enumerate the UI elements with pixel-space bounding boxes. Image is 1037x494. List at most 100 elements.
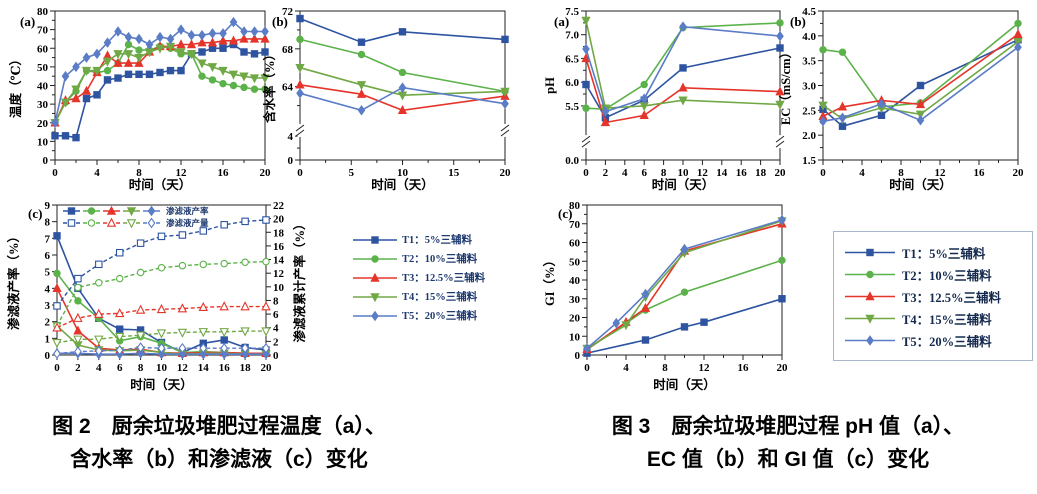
svg-text:10: 10 [37,136,49,148]
svg-text:10: 10 [397,167,409,179]
svg-text:60: 60 [569,238,581,250]
legend-label: T2：10%三辅料 [902,268,992,283]
svg-text:68: 68 [282,44,294,56]
svg-text:16: 16 [273,241,285,253]
svg-text:40: 40 [569,275,581,287]
svg-text:12: 12 [697,167,709,179]
legend-marker-triangle-down-icon [353,292,397,302]
svg-text:30: 30 [569,294,581,306]
svg-text:16: 16 [218,167,230,179]
svg-text:20: 20 [37,118,49,130]
svg-text:时间（天）: 时间（天） [653,377,716,392]
legend-marker-circle-icon [353,254,397,263]
svg-text:0: 0 [54,362,60,374]
svg-text:5: 5 [45,267,51,279]
svg-text:4: 4 [273,323,279,335]
legend-label: T3：12.5%三辅料 [402,273,486,284]
svg-text:渗滤液产率: 渗滤液产率 [166,206,209,216]
figure3-caption: 图 3 厨余垃圾堆肥过程 pH 值（a）、 EC 值（b）和 GI 值（c）变化 [556,410,1020,476]
svg-text:20: 20 [775,167,787,179]
legend-label: T4：15%三辅料 [902,312,992,327]
svg-text:4: 4 [623,362,629,374]
legend-label: T3：12.5%三辅料 [902,290,1001,305]
svg-text:渗滤液累计产率（%）: 渗滤液累计产率（%） [292,217,307,342]
svg-text:4: 4 [45,283,51,295]
svg-text:8: 8 [45,217,51,229]
svg-text:10: 10 [678,167,690,179]
svg-text:渗滤液产量: 渗滤液产量 [166,218,209,228]
svg-text:0: 0 [820,167,826,179]
legend-marker-triangle-down-icon [845,314,895,324]
svg-text:(c): (c) [28,206,42,221]
svg-text:pH: pH [543,77,557,94]
svg-text:20: 20 [500,167,512,179]
svg-text:渗滤液产率（%）: 渗滤液产率（%） [6,230,21,330]
svg-text:80: 80 [569,200,581,212]
legend-entry-T2: T2：10%三辅料 [844,263,1022,285]
svg-text:12: 12 [176,167,188,179]
legend-entry-T3: T3：12.5%三辅料 [844,285,1022,307]
svg-text:8: 8 [898,167,904,179]
svg-text:6: 6 [117,362,123,374]
svg-text:10: 10 [156,362,168,374]
svg-text:4: 4 [859,167,865,179]
svg-text:20: 20 [261,362,273,374]
svg-text:64: 64 [282,82,294,94]
svg-text:时间（天）: 时间（天） [371,177,434,192]
legend-label: T2：10%三辅料 [402,254,478,265]
legend-label: T5：20%三辅料 [402,311,478,322]
svg-text:12: 12 [699,362,711,374]
svg-text:时间（天）: 时间（天） [652,177,715,192]
svg-text:2: 2 [603,167,609,179]
svg-text:50: 50 [37,62,49,74]
chart-gi: 0 4 8 12 16 20 0 10 20 30 40 50 60 70 80 时间（天） GI（%） (c) [542,200,789,392]
svg-text:时间（天）: 时间（天） [889,177,952,192]
svg-text:6: 6 [641,167,647,179]
svg-text:70: 70 [569,219,581,231]
legend-marker-square-icon [845,248,895,256]
svg-text:6.5: 6.5 [565,53,579,65]
svg-text:6: 6 [273,309,279,321]
svg-text:时间（天）: 时间（天） [129,177,192,192]
svg-text:GI（%）: GI（%） [542,254,557,306]
svg-text:3.5: 3.5 [802,56,816,68]
svg-text:5: 5 [349,167,355,179]
svg-text:20: 20 [777,362,789,374]
svg-text:10: 10 [273,282,285,294]
svg-text:16: 16 [736,167,748,179]
legend-marker-diamond-icon [353,310,397,321]
legend-entry-T2: T2：10%三辅料 [352,249,485,268]
legend-marker-diamond-icon [845,334,895,346]
svg-text:0: 0 [43,155,49,167]
svg-text:4: 4 [622,167,628,179]
svg-text:80: 80 [37,6,49,18]
svg-text:4: 4 [288,131,294,143]
svg-text:0: 0 [583,167,589,179]
chart-ph: 0 2 4 6 8 10 12 14 16 18 20 0.0 5.5 6.0 6.5 7.0 7.5 时间（天）… [543,6,787,192]
legend-entry-T5: T5：20%三辅料 [352,306,485,325]
legend-entry-T4: T4：15%三辅料 [844,307,1022,329]
svg-text:15: 15 [448,167,460,179]
chart-leachate: 0 2 4 6 8 10 12 14 16 18 2001234567890246810121416… [6,200,307,392]
svg-text:1: 1 [45,333,51,345]
legend-entry-T5: T5：20%三辅料 [844,329,1022,351]
svg-text:30: 30 [37,99,49,111]
chart-moisture: 0 5 10 15 20 0 4 64 68 72 时间（天） 含水率（%） (b) [262,6,512,192]
svg-text:20: 20 [569,313,581,325]
svg-text:8: 8 [138,362,144,374]
legend-label: T1：5%三辅料 [902,246,986,261]
svg-text:4: 4 [94,167,100,179]
figure2-caption-line2: 含水率（b）和渗滤液（c）变化 [70,448,368,471]
svg-text:(a): (a) [20,14,35,29]
legend-marker-circle-icon [845,270,895,278]
svg-text:(b): (b) [790,14,806,29]
svg-text:2.0: 2.0 [802,130,816,142]
chart-ec: 0 4 8 12 16 20 1.5 2.0 2.5 3.0 3.5 4.0 4.5 时间（天） EC（mS… [778,6,1024,192]
svg-text:8: 8 [661,167,667,179]
svg-text:0: 0 [45,350,51,362]
svg-text:4.5: 4.5 [802,6,816,18]
svg-text:8: 8 [273,295,279,307]
svg-text:0: 0 [584,362,590,374]
svg-text:18: 18 [755,167,767,179]
svg-text:7.0: 7.0 [565,30,579,42]
